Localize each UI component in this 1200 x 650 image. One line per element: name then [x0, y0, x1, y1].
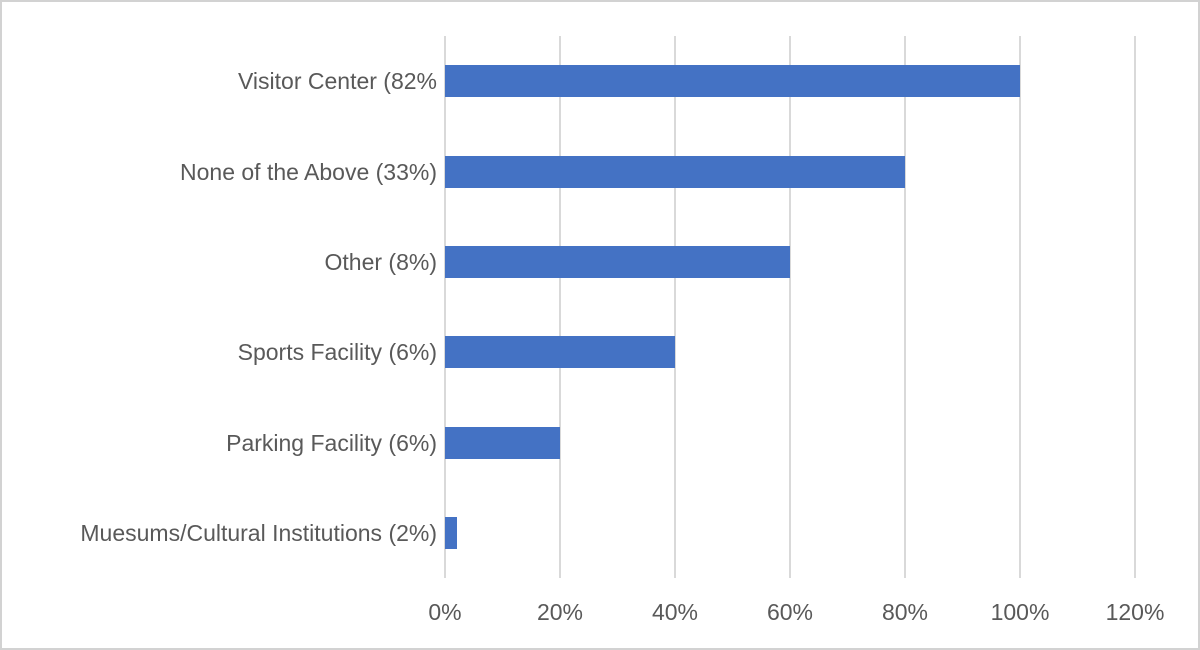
category-label-none-of-the-above-33: None of the Above (33%) [180, 158, 437, 185]
bar-muesums-cultural-institutions-2 [445, 516, 457, 549]
gridline-40% [674, 36, 676, 578]
category-label-parking-facility-6: Parking Facility (6%) [226, 429, 437, 456]
x-tick-label-100%: 100% [990, 599, 1050, 625]
category-label-muesums-cultural-institutions-2: Muesums/Cultural Institutions (2%) [80, 519, 437, 546]
bar-other-8 [445, 245, 790, 278]
category-label-visitor-center-82: Visitor Center (82% [238, 68, 437, 95]
category-label-other-8: Other (8%) [324, 248, 437, 275]
x-tick-label-120%: 120% [1105, 599, 1165, 625]
x-tick-label-60%: 60% [766, 599, 814, 625]
bar-none-of-the-above-33 [445, 155, 905, 188]
x-tick-label-20%: 20% [536, 599, 584, 625]
bar-sports-facility-6 [445, 336, 675, 369]
x-tick-label-80%: 80% [881, 599, 929, 625]
x-tick-label-0%: 0% [428, 599, 462, 625]
bar-parking-facility-6 [445, 426, 560, 459]
gridline-60% [789, 36, 791, 578]
gridline-120% [1134, 36, 1136, 578]
gridline-100% [1019, 36, 1021, 578]
gridline-20% [559, 36, 561, 578]
category-label-sports-facility-6: Sports Facility (6%) [237, 339, 437, 366]
bar-visitor-center-82 [445, 65, 1020, 98]
gridline-0% [444, 36, 446, 578]
plot-area [444, 36, 1136, 578]
gridline-80% [904, 36, 906, 578]
x-tick-label-40%: 40% [651, 599, 699, 625]
